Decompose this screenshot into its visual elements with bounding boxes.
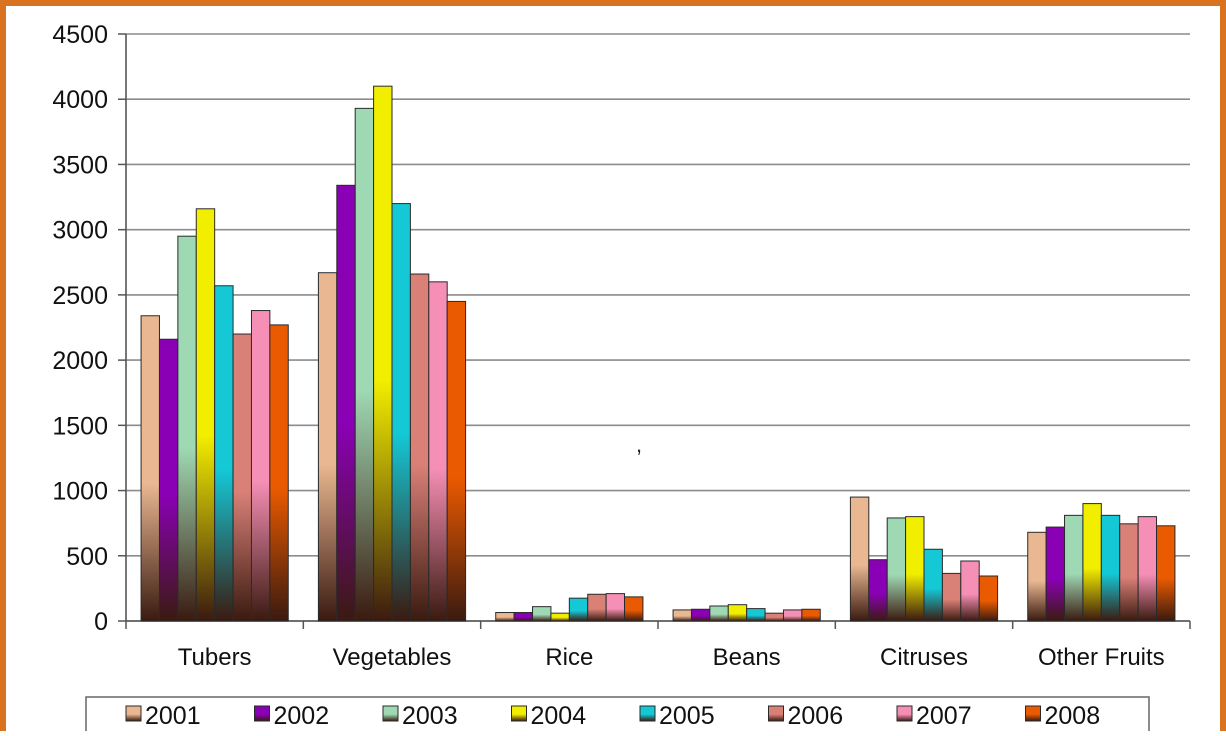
legend-swatch bbox=[896, 705, 913, 722]
bar-rice-2005 bbox=[568, 597, 589, 622]
bar-other-fruits-2005 bbox=[1100, 514, 1121, 622]
bar-other-fruits-2008 bbox=[1156, 525, 1176, 622]
legend-label: 2005 bbox=[659, 702, 715, 730]
bar-tubers-2006 bbox=[232, 333, 252, 622]
y-tick-label: 1500 bbox=[52, 412, 108, 440]
y-tick-label: 500 bbox=[66, 543, 108, 571]
legend-swatch bbox=[768, 705, 784, 722]
bar-citruses-2006 bbox=[941, 572, 962, 622]
bar-vegetables-2004 bbox=[373, 85, 393, 622]
legend-swatch bbox=[382, 705, 399, 722]
bar-tubers-2001 bbox=[140, 315, 160, 622]
bar-beans-2004 bbox=[727, 604, 748, 622]
bar-vegetables-2001 bbox=[317, 272, 338, 622]
bar-beans-2008 bbox=[801, 608, 821, 622]
bar-other-fruits-2003 bbox=[1064, 514, 1084, 622]
legend-label: 2004 bbox=[531, 702, 587, 730]
x-axis-labels: Tubers Vegetables Rice Beans Citruses Other F… bbox=[178, 644, 1165, 671]
x-tick-label: Tubers bbox=[178, 644, 252, 671]
bar-beans-2005 bbox=[746, 608, 766, 622]
y-tick-label: 3500 bbox=[52, 151, 108, 179]
bar-other-fruits-2002 bbox=[1045, 526, 1066, 622]
y-tick-label: 2500 bbox=[52, 282, 108, 310]
legend-label: 2006 bbox=[788, 702, 844, 730]
bar-tubers-2005 bbox=[214, 285, 234, 622]
legend-swatch bbox=[125, 705, 142, 722]
bar-beans-2007 bbox=[782, 609, 803, 622]
legend-label: 2008 bbox=[1045, 702, 1101, 730]
x-tick-label: Citruses bbox=[880, 644, 968, 671]
bar-beans-2003 bbox=[709, 605, 729, 622]
bars bbox=[140, 85, 1176, 622]
bar-rice-2007 bbox=[605, 593, 626, 622]
bar-other-fruits-2007 bbox=[1137, 516, 1158, 622]
bar-vegetables-2007 bbox=[428, 281, 448, 622]
legend-swatch bbox=[639, 705, 656, 722]
y-tick-label: 2000 bbox=[52, 347, 108, 375]
bar-other-fruits-2006 bbox=[1119, 523, 1139, 622]
y-tick-label: 1000 bbox=[52, 478, 108, 506]
bar-tubers-2007 bbox=[250, 310, 271, 622]
y-axis-labels: 0 500 1000 1500 2000 2500 3000 3500 4000 4500 bbox=[52, 21, 108, 636]
legend-box bbox=[85, 696, 1150, 734]
bar-citruses-2004 bbox=[905, 516, 925, 622]
legend-swatch bbox=[1025, 705, 1041, 722]
legend-label: 2007 bbox=[916, 702, 972, 730]
bar-beans-2002 bbox=[690, 608, 711, 622]
y-tick-label: 4000 bbox=[52, 86, 108, 114]
legend-label: 2001 bbox=[145, 702, 201, 730]
annotation-comma: , bbox=[636, 432, 642, 457]
bar-rice-2003 bbox=[532, 606, 552, 622]
bar-tubers-2003 bbox=[177, 235, 197, 622]
legend: 2001 2002 2003 2004 2005 2006 2007 2008 bbox=[85, 696, 1150, 734]
bar-vegetables-2003 bbox=[354, 107, 375, 622]
bar-vegetables-2006 bbox=[409, 273, 430, 622]
bar-citruses-2001 bbox=[849, 496, 870, 622]
legend-swatch bbox=[254, 705, 270, 722]
legend-swatch bbox=[511, 705, 527, 722]
legend-label: 2003 bbox=[402, 702, 458, 730]
x-tick-label: Beans bbox=[713, 644, 781, 671]
bar-vegetables-2002 bbox=[336, 184, 356, 622]
bar-other-fruits-2001 bbox=[1027, 531, 1047, 622]
legend-label: 2002 bbox=[274, 702, 330, 730]
axes bbox=[125, 34, 1191, 629]
y-tick-label: 4500 bbox=[52, 21, 108, 49]
bar-rice-2002 bbox=[513, 612, 534, 622]
bar-beans-2006 bbox=[764, 612, 784, 622]
bar-citruses-2002 bbox=[868, 559, 888, 622]
x-tick-label: Rice bbox=[545, 644, 593, 671]
bar-vegetables-2008 bbox=[446, 300, 467, 622]
y-tick-label: 0 bbox=[94, 608, 108, 636]
bar-citruses-2005 bbox=[923, 548, 943, 622]
x-tick-label: Other Fruits bbox=[1038, 644, 1165, 671]
bar-rice-2004 bbox=[550, 612, 570, 622]
x-tick-label: Vegetables bbox=[333, 644, 452, 671]
bar-vegetables-2005 bbox=[391, 203, 411, 622]
bar-citruses-2003 bbox=[886, 517, 907, 622]
y-tick-label: 3000 bbox=[52, 217, 108, 245]
bar-citruses-2008 bbox=[978, 575, 999, 622]
bar-rice-2006 bbox=[587, 593, 607, 622]
bar-citruses-2007 bbox=[960, 560, 980, 622]
bar-beans-2001 bbox=[672, 609, 692, 622]
bar-rice-2001 bbox=[495, 612, 515, 622]
bar-tubers-2004 bbox=[195, 208, 216, 622]
bar-tubers-2002 bbox=[158, 338, 179, 622]
bar-rice-2008 bbox=[624, 596, 644, 622]
bar-tubers-2008 bbox=[269, 324, 289, 622]
bar-other-fruits-2004 bbox=[1082, 503, 1102, 622]
